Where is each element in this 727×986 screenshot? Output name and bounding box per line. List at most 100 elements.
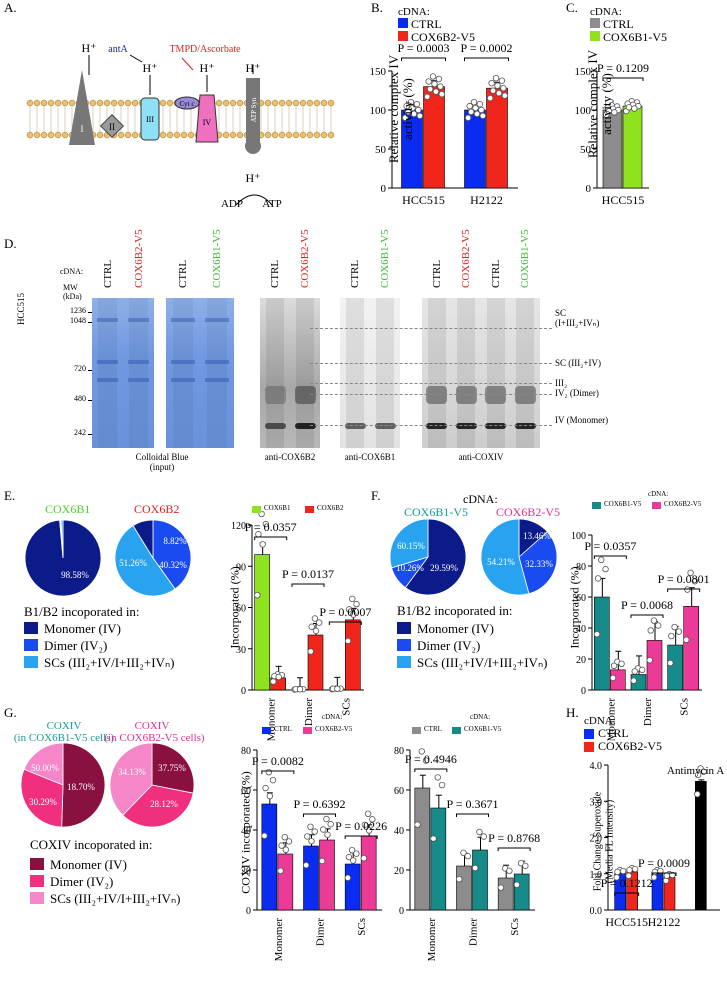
f-point: [667, 659, 674, 667]
b-point: [438, 91, 446, 98]
f-pvalue: P = 0.0357: [584, 539, 636, 553]
e-pvalue: P = 0.0137: [282, 567, 334, 581]
g1-point: [266, 792, 274, 800]
b-point: [409, 104, 416, 112]
g1-sig-bracket: [344, 835, 378, 839]
g2-point: [480, 833, 487, 840]
b-legend-swatch: [398, 31, 408, 41]
g1-pvalue: P = 0.0082: [252, 754, 304, 768]
f-pie-cox6b2: 13.46% 32.33% 54.21%: [480, 518, 558, 596]
b-point: [500, 84, 507, 92]
g1-point: [324, 831, 331, 838]
f-pvalue: P = 0.0801: [658, 572, 710, 586]
h-point: [694, 790, 701, 798]
g2-point: [476, 828, 483, 836]
e-point: [296, 686, 304, 693]
g1-point: [282, 846, 290, 853]
b-category-label: H2122: [470, 193, 503, 207]
g2-tick-label: 60: [394, 786, 404, 797]
e-pie-cox6b1-label: 98.58%: [61, 570, 89, 580]
c-sig-bracket: [602, 77, 644, 81]
atp-synthase-shape: [246, 78, 260, 142]
h-point: [626, 866, 633, 874]
c-ylabel: Relative complex IV activity (%): [585, 49, 614, 159]
b-point: [494, 82, 501, 89]
g1-bar: [303, 845, 319, 911]
f-point: [650, 617, 658, 624]
e-tick-label: 90: [236, 562, 246, 573]
f-tick-label: 40: [576, 624, 586, 635]
g-pie-cox6b2-label: 37.75%: [158, 763, 186, 773]
b-point: [410, 110, 418, 118]
b-pvalue: P = 0.0003: [398, 41, 450, 55]
h-sig-bracket: [614, 892, 640, 896]
h-tick-label: 4.0: [590, 761, 603, 772]
f-category-label: SCs: [679, 698, 691, 716]
g1-sig-bracket: [261, 770, 295, 774]
e-chart: 0 30 60 90 120 Monomer P = 0.0357 Dimer P = 0.01…: [231, 510, 371, 741]
g1-tick-label: 60: [241, 786, 251, 797]
tmpd-label: TMPD/Ascorbate: [169, 44, 241, 55]
f-point: [687, 569, 694, 577]
e-point: [275, 673, 282, 681]
g1-category-label: SCs: [356, 918, 368, 936]
b-point: [478, 106, 485, 114]
hplus-2: H⁺: [143, 61, 158, 75]
e-pie-cox6b2-slice: [114, 525, 176, 597]
g-pie-cox6b1: 18.70% 30.29% 50.00%: [20, 742, 106, 828]
h-category-label: HCC515: [605, 915, 648, 929]
h-pvalue: P = 0.1212: [601, 876, 653, 890]
f-pie-cox6b1-label: 60.15%: [397, 541, 425, 551]
g1-point: [361, 821, 369, 829]
g2-point: [460, 849, 467, 856]
c-legend-ctrl: CTRL: [590, 18, 667, 31]
c-tick-label: 50: [580, 144, 592, 156]
f-pie-cox6b1-label: 10.26%: [396, 563, 424, 573]
b-bar: [423, 86, 445, 189]
f-point: [631, 668, 638, 675]
e-tick-label: 60: [236, 604, 246, 615]
h-point: [619, 867, 627, 875]
complex-iv-label: IV: [203, 118, 212, 127]
e-bar: [307, 634, 324, 691]
g2-sig-bracket: [456, 813, 489, 817]
b-bar: [486, 87, 508, 189]
f-point: [646, 657, 653, 664]
g-pie-cox6b1-slice: [20, 768, 64, 828]
f-bar: [594, 596, 610, 691]
e-point: [308, 623, 315, 630]
b-point: [413, 100, 421, 108]
g1-point: [308, 838, 315, 845]
b-category-label: HCC515: [402, 193, 445, 207]
f-sig-bracket: [593, 555, 627, 559]
g2-point: [455, 876, 463, 883]
f-point: [610, 662, 618, 670]
tmpd-arrow: [181, 57, 194, 71]
e-point: [258, 510, 265, 518]
g2-point: [422, 757, 430, 764]
g1-point: [327, 821, 334, 828]
panel-label-f: F.: [371, 488, 381, 503]
g1-point: [265, 769, 272, 776]
h-tick-label: 0.0: [590, 906, 603, 917]
b-point: [401, 114, 409, 121]
f-pie-cox6b1-slice: [404, 518, 467, 596]
g1-point: [349, 857, 357, 864]
e-pvalue: P = 0.0007: [319, 605, 371, 619]
f-pie-cox6b1: 29.59% 10.26% 60.15%: [389, 518, 467, 596]
f-tick-label: 20: [576, 655, 586, 666]
g2-point: [506, 867, 513, 874]
g2-bar: [472, 849, 488, 911]
cyt-c-shape: [174, 96, 200, 110]
g-pie-cox6b1-slice: [23, 742, 64, 786]
g-pie-cox6b1-slice: [61, 742, 106, 828]
g-pie-cox6b2-slice: [151, 742, 195, 794]
g1-point: [262, 784, 269, 792]
panel-label-e: E.: [4, 488, 16, 503]
e-point: [254, 591, 261, 599]
b-point: [479, 112, 487, 120]
g2-pvalue: P = 0.8768: [488, 831, 540, 845]
e-pie-cox6b2: 8.82% 40.32% 51.26%: [114, 519, 192, 597]
h-category-label: H2122: [648, 915, 681, 929]
b-sig-bracket: [401, 57, 446, 61]
